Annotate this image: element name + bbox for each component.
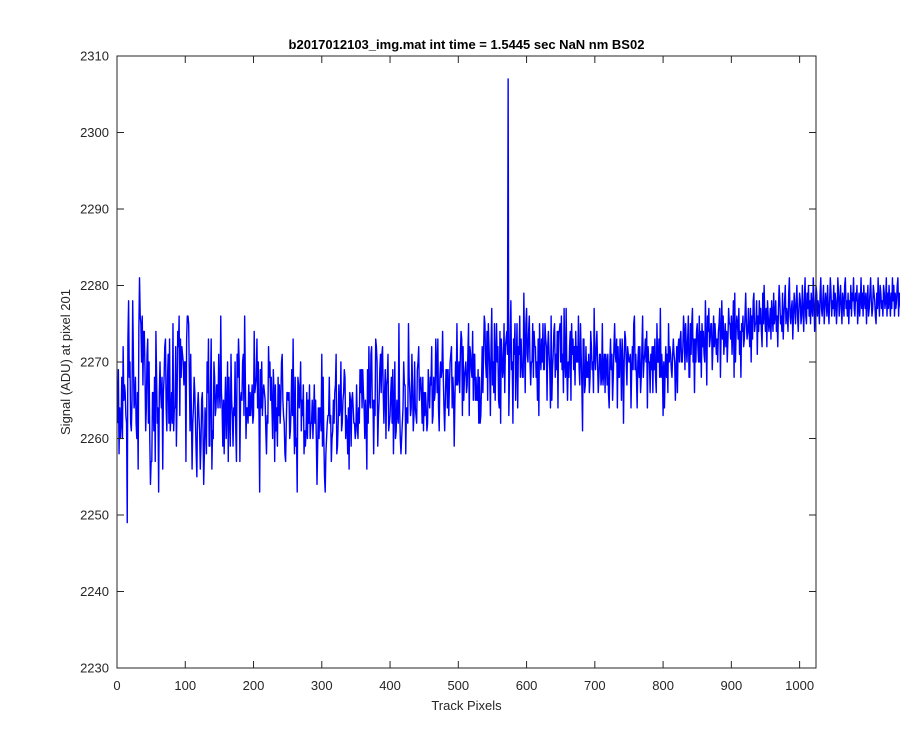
y-tick-label: 2270	[80, 355, 109, 370]
y-tick-label: 2260	[80, 431, 109, 446]
x-axis-label: Track Pixels	[431, 698, 502, 713]
y-axis-label: Signal (ADU) at pixel 201	[58, 289, 73, 435]
y-tick-label: 2230	[80, 661, 109, 676]
x-tick-label: 100	[174, 678, 196, 693]
x-tick-label: 300	[311, 678, 333, 693]
y-tick-label: 2250	[80, 508, 109, 523]
x-tick-label: 600	[516, 678, 538, 693]
chart-title: b2017012103_img.mat int time = 1.5445 se…	[289, 37, 645, 52]
x-tick-label: 900	[721, 678, 743, 693]
y-axis: 2230 2240 2250 2260 2270 2280 2290 2300 2310	[80, 49, 816, 676]
x-tick-label: 800	[652, 678, 674, 693]
y-tick-label: 2300	[80, 125, 109, 140]
y-tick-label: 2290	[80, 202, 109, 217]
series-layer	[116, 78, 900, 524]
x-tick-label: 700	[584, 678, 606, 693]
x-tick-label: 1000	[785, 678, 814, 693]
series-line-0	[116, 78, 900, 524]
y-tick-label: 2310	[80, 49, 109, 64]
x-axis: 0 100 200 300 400 500 600 700 800 900 1000	[113, 56, 814, 693]
x-tick-label: 0	[113, 678, 120, 693]
x-tick-label: 500	[447, 678, 469, 693]
y-tick-label: 2280	[80, 278, 109, 293]
y-tick-label: 2240	[80, 584, 109, 599]
x-tick-label: 400	[379, 678, 401, 693]
x-tick-label: 200	[243, 678, 265, 693]
